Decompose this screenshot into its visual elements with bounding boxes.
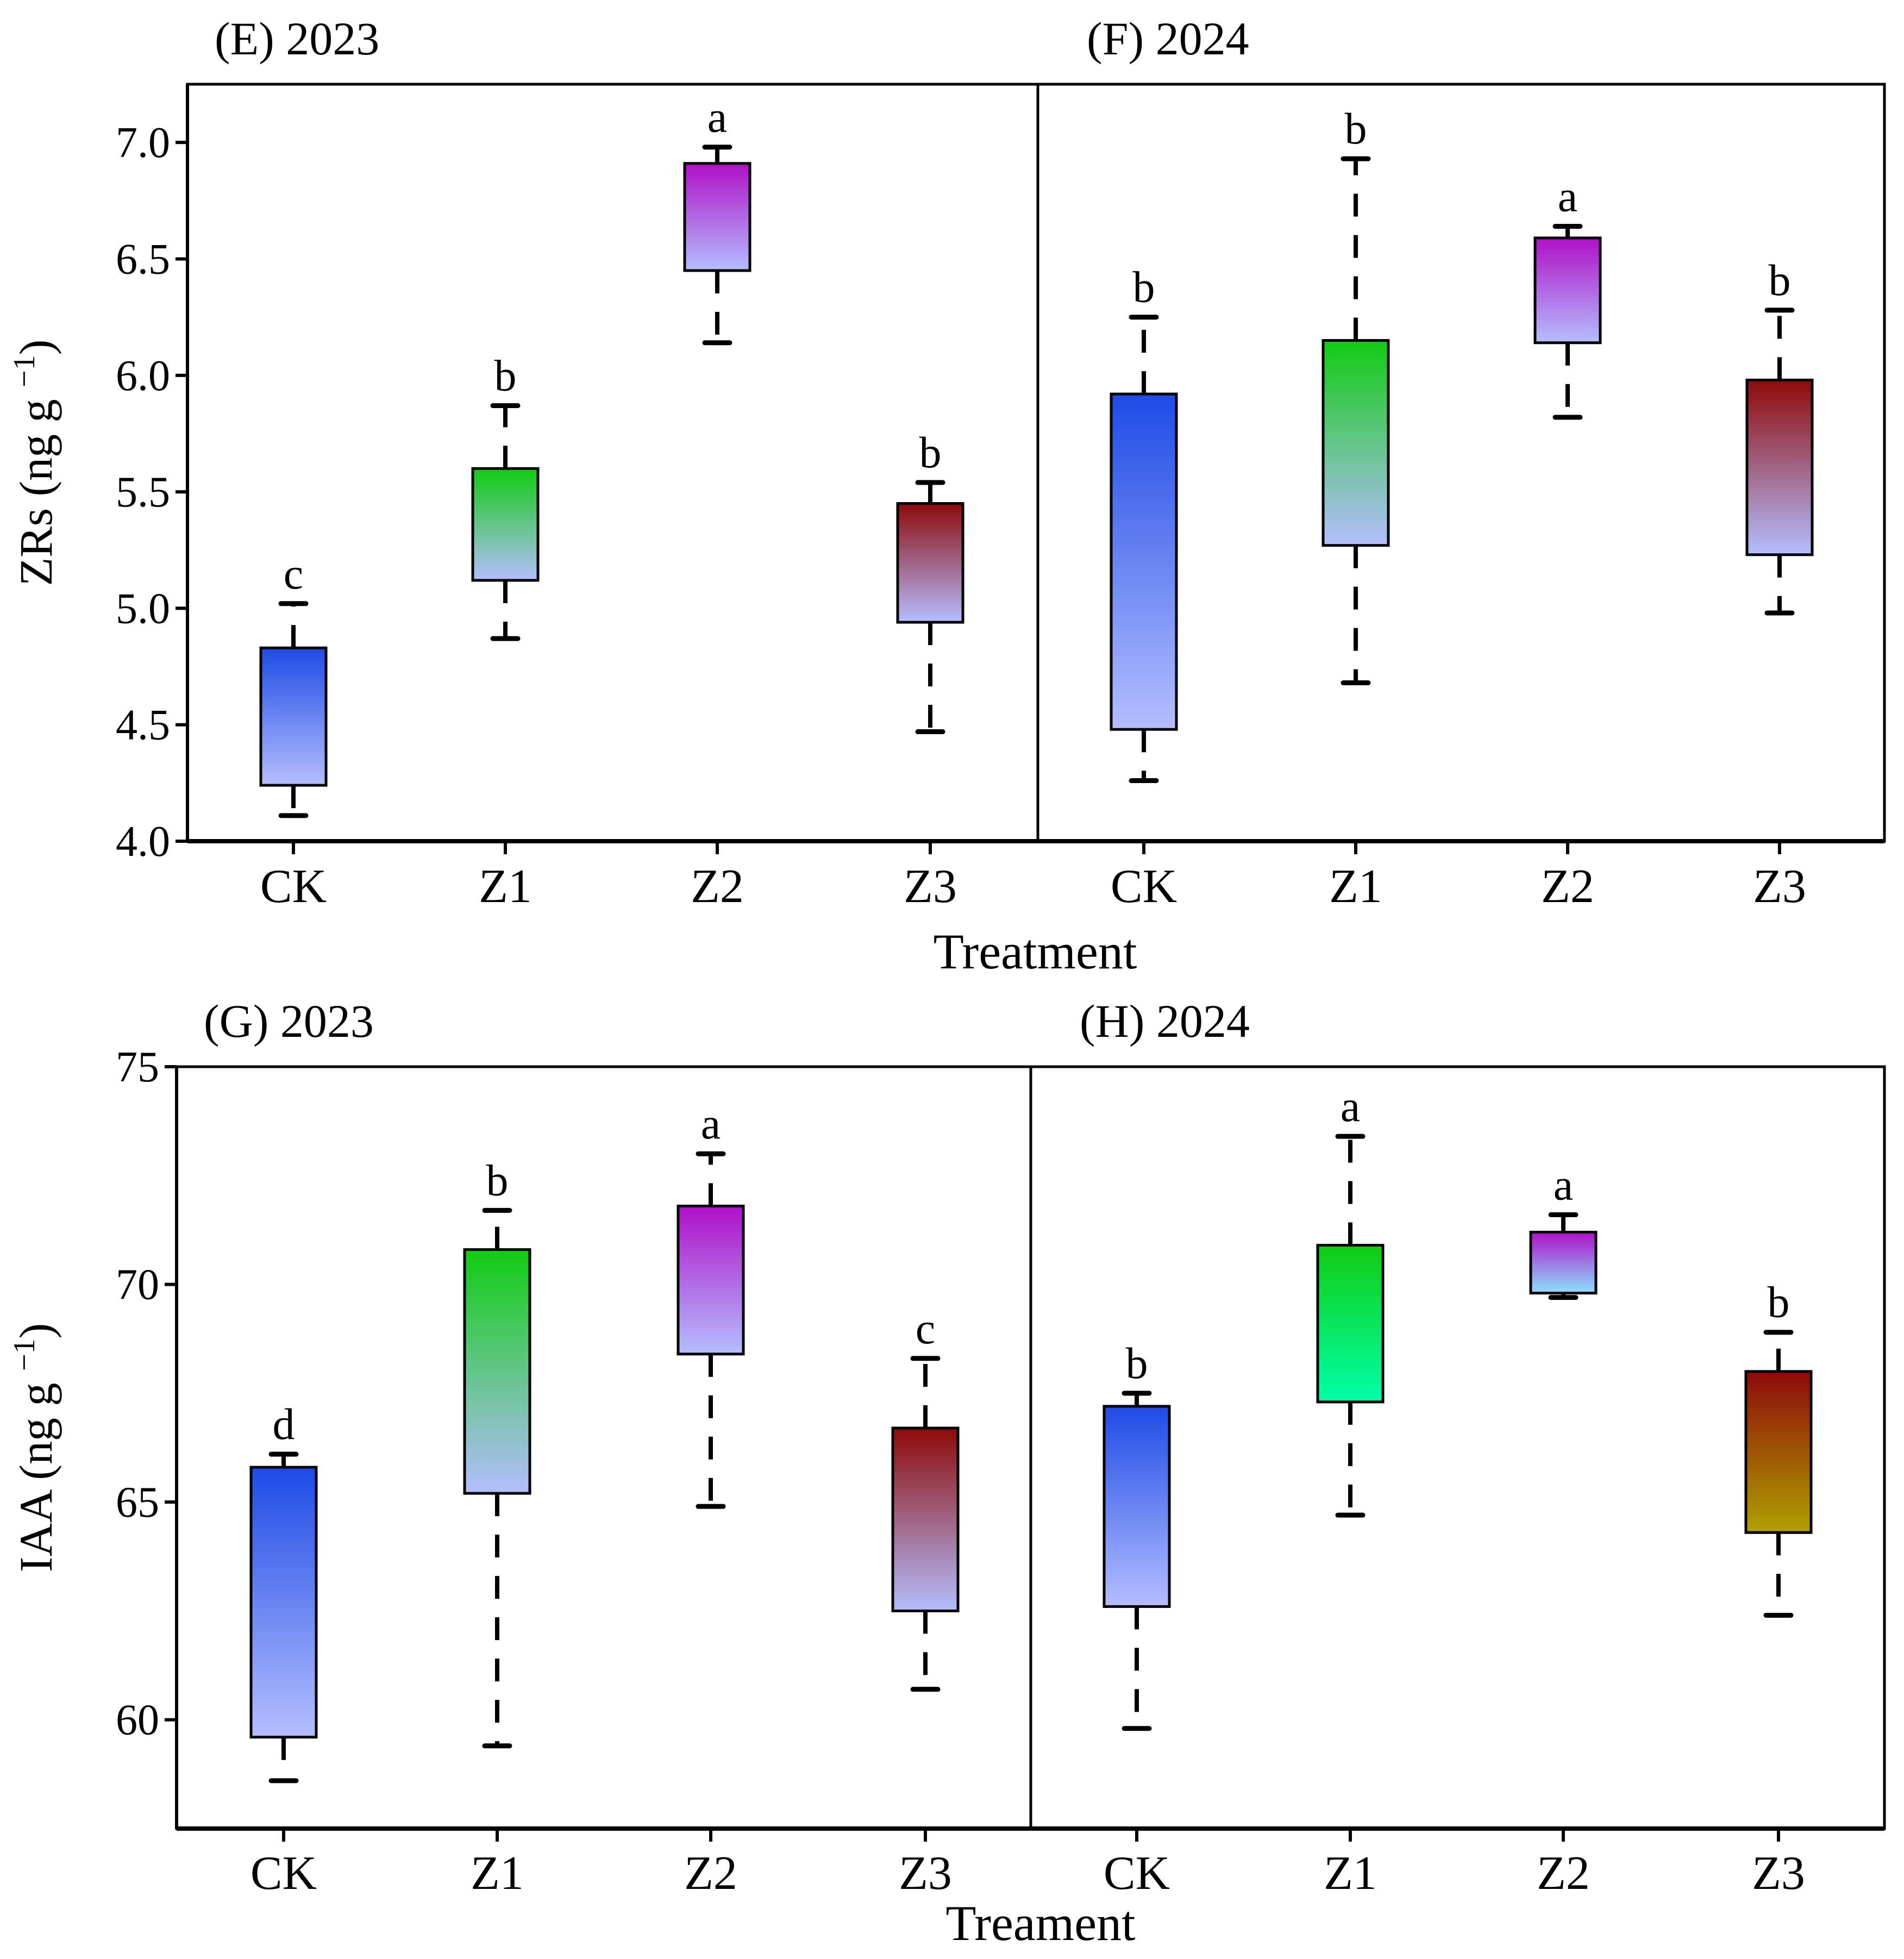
panel-E-2023: (E) 2023 CK c Z1 b Z2 a Z3 b — [215, 12, 964, 913]
chart-row-top: 4.0 4.5 5.0 5.5 6.0 6.5 7.0 ZRs (ng g −1) Treatm… — [8, 12, 1886, 979]
x-tick-label: Z3 — [1753, 860, 1806, 913]
significance-label: b — [494, 351, 517, 400]
x-tick-label: Z3 — [899, 1847, 952, 1900]
x-tick-label: Z1 — [1329, 860, 1382, 913]
y-tick-label: 7.0 — [116, 119, 170, 167]
x-tick-label: Z2 — [1541, 860, 1594, 913]
significance-label: c — [284, 549, 303, 598]
significance-label: a — [1558, 171, 1577, 221]
y-axis-label: ZRs (ng g −1) — [8, 340, 62, 586]
panel-F-2024: (F) 2024 CK b Z1 b Z2 a Z3 b — [1087, 12, 1814, 913]
significance-label: a — [1554, 1160, 1573, 1209]
y-tick-label: 5.0 — [116, 585, 170, 633]
significance-label: a — [1341, 1081, 1360, 1131]
box-Z2 — [1529, 1230, 1598, 1295]
significance-label: a — [701, 1099, 721, 1148]
x-tick-label: CK — [260, 860, 327, 913]
x-tick-label: Z1 — [471, 1847, 524, 1900]
x-tick-label: CK — [1104, 1847, 1170, 1900]
box-Z2 — [677, 1204, 745, 1356]
box-Z3 — [896, 502, 964, 624]
box-Z1 — [1321, 339, 1390, 547]
x-tick-label: Z2 — [684, 1847, 737, 1900]
x-tick-label: Z1 — [1324, 1847, 1377, 1900]
x-tick-label: Z2 — [691, 860, 744, 913]
x-tick-label: CK — [250, 1847, 317, 1900]
box-Z3 — [891, 1426, 960, 1612]
box-Z2 — [1533, 236, 1602, 345]
significance-label: b — [1126, 1338, 1148, 1388]
panel-title: (H) 2024 — [1080, 995, 1250, 1047]
significance-label: a — [707, 92, 727, 142]
y-tick-label: 60 — [116, 1697, 159, 1744]
box-Z1 — [1316, 1243, 1385, 1404]
significance-label: b — [919, 428, 942, 477]
y-tick-label: 65 — [116, 1479, 159, 1526]
significance-label: b — [1133, 262, 1155, 312]
y-tick-label: 75 — [116, 1043, 159, 1091]
box-CK — [259, 646, 328, 787]
x-axis-label: Treament — [945, 1895, 1136, 1951]
box-Z2 — [683, 162, 751, 272]
box-Z1 — [471, 467, 540, 582]
panel-title: (F) 2024 — [1087, 12, 1249, 65]
chart-row-bottom: 60 65 70 75 IAA (ng g −1) Treament (G) 2023 CK d… — [8, 995, 1886, 1951]
y-tick-label: 6.5 — [116, 235, 170, 283]
x-tick-label: Z3 — [1752, 1847, 1805, 1900]
x-tick-label: Z3 — [904, 860, 957, 913]
panel-H-2024: (H) 2024 CK b Z1 a Z2 a Z3 b — [1080, 995, 1813, 1900]
box-CK — [249, 1466, 318, 1739]
box-CK — [1110, 392, 1178, 731]
panel-G-2023: (G) 2023 CK d Z1 b Z2 a Z3 c — [204, 995, 960, 1900]
significance-label: d — [273, 1399, 295, 1449]
y-tick-label: 70 — [116, 1261, 159, 1309]
box-Z3 — [1745, 378, 1814, 556]
y-tick-label: 6.0 — [116, 352, 170, 400]
y-tick-label: 4.5 — [116, 702, 170, 749]
box-Z1 — [463, 1248, 531, 1495]
panel-title: (E) 2023 — [215, 12, 379, 65]
significance-label: c — [916, 1304, 935, 1353]
x-axis-label: Treatment — [934, 924, 1137, 979]
panel-title: (G) 2023 — [204, 995, 374, 1047]
significance-label: b — [486, 1155, 509, 1205]
y-axis-label: IAA (ng g −1) — [8, 1323, 62, 1572]
x-tick-label: CK — [1111, 860, 1177, 913]
y-tick-label: 5.5 — [116, 468, 170, 516]
significance-label: b — [1768, 1278, 1790, 1327]
x-tick-label: Z2 — [1537, 1847, 1590, 1900]
significance-label: b — [1769, 255, 1791, 305]
box-CK — [1103, 1405, 1171, 1608]
x-tick-label: Z1 — [479, 860, 532, 913]
box-Z3 — [1744, 1370, 1813, 1534]
significance-label: b — [1345, 104, 1367, 153]
y-tick-label: 4.0 — [116, 818, 170, 866]
